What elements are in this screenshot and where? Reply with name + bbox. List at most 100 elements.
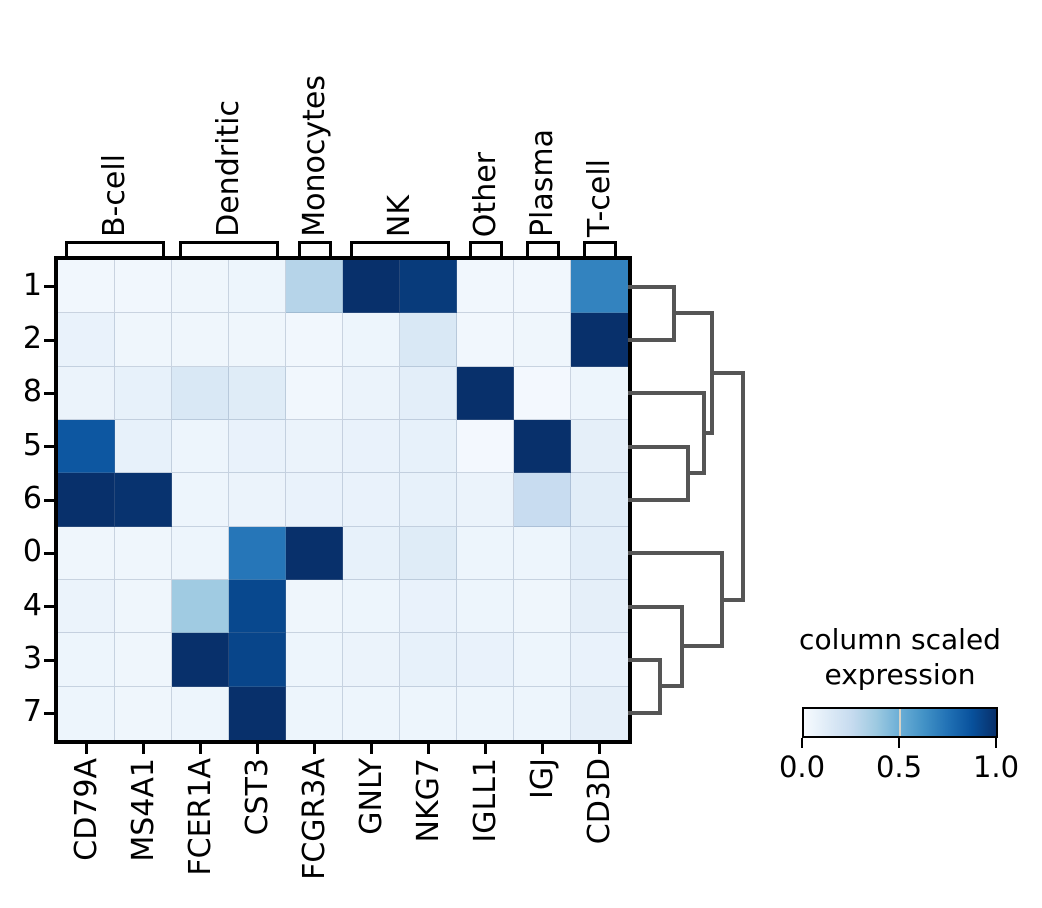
heatmap-cell — [58, 473, 115, 527]
heatmap-cell — [343, 419, 400, 474]
heatmap-cell — [400, 526, 457, 580]
colorbar-title-line2: expression — [824, 658, 976, 691]
col-label: IGJ — [524, 758, 560, 799]
heatmap-cell — [229, 313, 286, 367]
heatmap-cell — [400, 313, 457, 367]
heatmap-cell — [286, 366, 343, 420]
heatmap-cell — [229, 366, 286, 420]
col-tick — [541, 744, 544, 754]
row-label: 5 — [22, 427, 42, 463]
colorbar-tick — [898, 738, 900, 748]
heatmap-cell — [229, 526, 286, 580]
colorbar-tick-label: 0.5 — [875, 750, 923, 784]
heatmap-cell — [343, 579, 400, 634]
row-label: 1 — [22, 267, 42, 303]
column-group-bracket — [468, 241, 503, 257]
heatmap-cell — [457, 366, 514, 420]
heatmap-cell — [457, 526, 514, 580]
heatmap-cell — [514, 633, 571, 687]
row-tick — [44, 711, 54, 715]
heatmap-cell — [343, 686, 400, 740]
heatmap-cell — [115, 473, 172, 527]
col-tick — [256, 744, 259, 754]
heatmap-cell — [514, 473, 571, 527]
heatmap-cell — [172, 419, 229, 474]
heatmap-cell — [229, 473, 286, 527]
heatmap-cell — [514, 526, 571, 580]
heatmap-cell — [457, 473, 514, 527]
heatmap-cell — [58, 366, 115, 420]
row-tick — [44, 445, 54, 449]
row-label: 7 — [22, 694, 42, 730]
col-tick — [199, 744, 202, 754]
heatmap-cell — [286, 686, 343, 740]
heatmap-cell — [115, 419, 172, 474]
col-tick — [142, 744, 145, 754]
column-group-label: B-cell — [97, 153, 132, 237]
heatmap-cell — [172, 473, 229, 527]
heatmap-cell — [400, 579, 457, 634]
heatmap-cell — [343, 366, 400, 420]
heatmap-cell — [115, 633, 172, 687]
heatmap-cell — [115, 579, 172, 634]
heatmap-cell — [286, 260, 343, 314]
row-tick — [44, 551, 54, 555]
column-group-label: Plasma — [524, 128, 560, 237]
heatmap-cell — [115, 526, 172, 580]
row-tick — [44, 605, 54, 609]
row-label: 4 — [22, 587, 42, 623]
col-label: FCGR3A — [296, 758, 332, 880]
heatmap-cell — [229, 633, 286, 687]
heatmap-cell — [286, 473, 343, 527]
heatmap-cell — [58, 419, 115, 474]
col-label: FCER1A — [182, 758, 218, 876]
heatmap-cell — [514, 260, 571, 314]
heatmap-cell — [514, 579, 571, 634]
heatmap-cell — [172, 260, 229, 314]
column-group-label: Dendritic — [211, 100, 246, 237]
col-tick — [85, 744, 88, 754]
row-label: 2 — [22, 321, 42, 356]
heatmap-cell — [58, 579, 115, 634]
heatmap-cell — [457, 419, 514, 474]
col-label: CST3 — [239, 758, 275, 836]
col-label: CD3D — [581, 758, 617, 845]
col-label: IGLL1 — [467, 758, 503, 843]
heatmap-cell — [115, 260, 172, 314]
heatmap-cell — [457, 313, 514, 367]
heatmap-cell — [514, 686, 571, 740]
heatmap-cell — [115, 313, 172, 367]
heatmap-cell — [172, 366, 229, 420]
heatmap-cell — [571, 366, 628, 420]
colorbar-title: column scaled expression — [760, 622, 1040, 692]
heatmap-cell — [343, 313, 400, 367]
heatmap-cell — [172, 313, 229, 367]
colorbar-tick-label: 1.0 — [972, 750, 1020, 784]
heatmap-cell — [457, 686, 514, 740]
heatmap-cell — [400, 473, 457, 527]
heatmap-cell — [58, 526, 115, 580]
column-group-bracket — [65, 241, 165, 257]
column-group-bracket — [297, 241, 332, 257]
row-tick — [44, 658, 54, 662]
heatmap-cell — [571, 686, 628, 740]
heatmap-grid — [58, 260, 628, 740]
heatmap-cell — [286, 633, 343, 687]
heatmap-cell — [571, 313, 628, 367]
heatmap-cell — [286, 419, 343, 474]
col-label: MS4A1 — [125, 758, 161, 862]
row-label: 6 — [22, 481, 42, 516]
heatmap-cell — [400, 260, 457, 314]
colorbar-tick-label: 0.0 — [778, 750, 826, 784]
heatmap-cell — [514, 419, 571, 474]
colorbar-tick — [801, 738, 803, 748]
heatmap-cell — [400, 633, 457, 687]
heatmap-cell — [457, 260, 514, 314]
col-tick — [484, 744, 487, 754]
heatmap-cell — [400, 419, 457, 474]
heatmap-cell — [400, 366, 457, 420]
row-tick — [44, 498, 54, 502]
heatmap-cell — [229, 579, 286, 634]
col-tick — [313, 744, 316, 754]
